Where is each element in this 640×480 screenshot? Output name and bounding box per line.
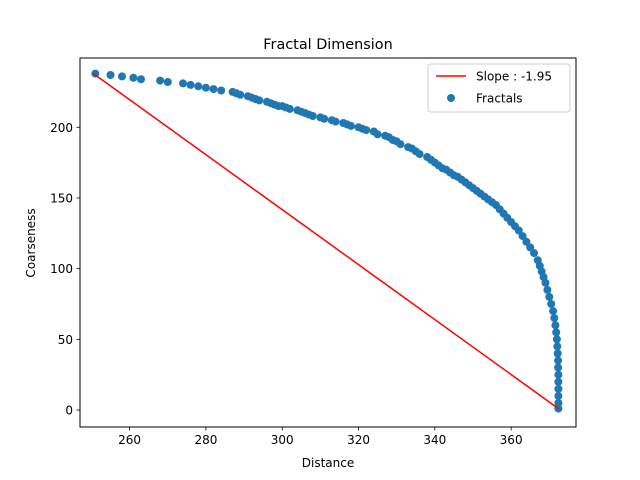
- fractal-point: [526, 243, 535, 252]
- slope-line: [92, 72, 559, 410]
- fractal-point: [137, 75, 145, 84]
- y-axis-label: Coarseness: [24, 208, 38, 277]
- fractal-point: [285, 104, 294, 113]
- fractal-point: [554, 384, 563, 393]
- fractal-point: [554, 356, 563, 365]
- fractal-point: [163, 78, 172, 86]
- fractal-point: [209, 85, 218, 94]
- y-tick-label: 50: [58, 333, 73, 347]
- fractal-point: [554, 391, 563, 400]
- fractal-point: [331, 117, 340, 126]
- fractal-point: [530, 249, 538, 258]
- fractal-point: [553, 342, 562, 351]
- fractal-point: [552, 328, 561, 337]
- legend-slope-label: Slope : -1.95: [476, 70, 552, 84]
- fractal-point: [551, 321, 560, 330]
- x-tick-label: 280: [194, 433, 217, 447]
- fractal-point: [550, 314, 559, 323]
- fractal-point: [106, 71, 115, 79]
- x-tick-label: 320: [347, 433, 370, 447]
- fractal-point: [522, 237, 531, 246]
- fractal-point: [554, 399, 563, 407]
- fractal-point: [545, 292, 554, 301]
- fractal-point: [514, 226, 523, 235]
- fractal-point: [156, 76, 165, 85]
- fractal-point: [554, 370, 563, 379]
- fractal-point: [362, 126, 371, 135]
- y-tick-label: 0: [65, 404, 73, 418]
- plot-frame: [79, 57, 577, 428]
- fractal-point: [179, 79, 187, 88]
- fractal-point: [554, 377, 563, 386]
- axes: 260 280 300 320 340 360 0 50 100 150 200: [50, 121, 522, 447]
- fractal-point: [320, 114, 329, 123]
- fractal-point: [554, 363, 563, 372]
- x-tick-label: 360: [500, 433, 523, 447]
- fractal-point: [541, 278, 550, 287]
- fractal-point: [553, 349, 562, 358]
- fractal-point: [236, 90, 245, 99]
- y-tick-label: 150: [50, 191, 73, 205]
- fractal-point: [396, 140, 405, 149]
- fractal-point: [549, 307, 558, 316]
- x-tick-label: 260: [118, 433, 141, 447]
- fractal-point: [518, 232, 527, 241]
- y-tick-label: 200: [50, 121, 73, 135]
- chart-title: Fractal Dimension: [263, 37, 392, 53]
- plot-area: [91, 69, 563, 413]
- legend-fractals-label: Fractals: [476, 92, 523, 106]
- fractal-point: [217, 86, 226, 95]
- x-tick-label: 340: [423, 433, 446, 447]
- fractal-point: [118, 72, 126, 81]
- fractal-point: [543, 285, 552, 294]
- fractal-point: [373, 130, 382, 139]
- fractal-point: [129, 73, 138, 82]
- fractal-point: [194, 82, 203, 91]
- fractal-point: [346, 121, 355, 130]
- legend-fractals-marker: [447, 94, 455, 102]
- x-tick-label: 300: [271, 433, 294, 447]
- y-tick-label: 100: [50, 262, 73, 276]
- legend: Slope : -1.95 Fractals: [427, 63, 571, 113]
- fractal-point: [415, 150, 424, 159]
- fractal-point: [255, 96, 264, 105]
- x-axis-label: Distance: [302, 456, 354, 470]
- fractal-point: [201, 83, 210, 92]
- fractal-point: [308, 112, 317, 120]
- fractal-point: [552, 335, 561, 344]
- fractal-point: [186, 80, 195, 89]
- fractal-point: [547, 300, 556, 308]
